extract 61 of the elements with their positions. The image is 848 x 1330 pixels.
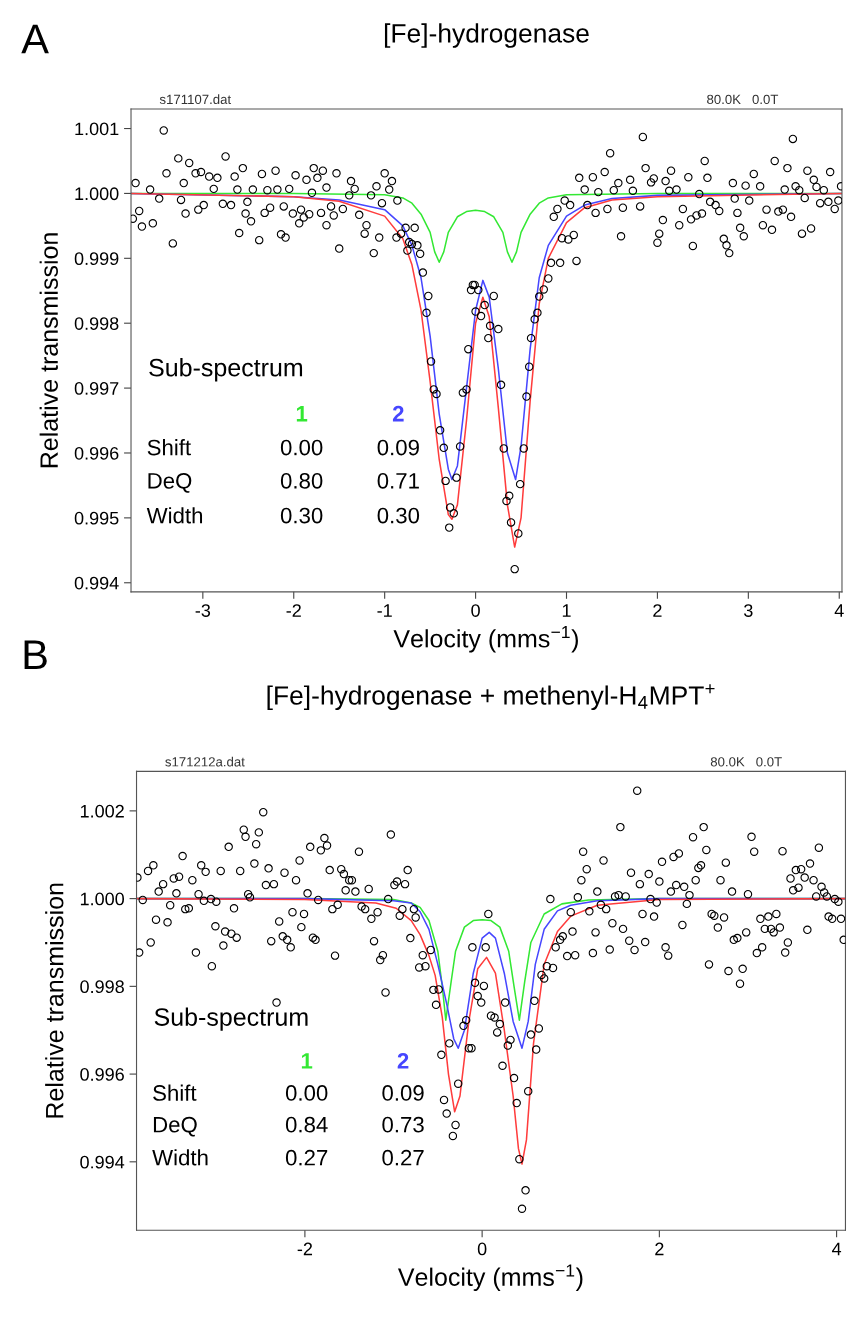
y-tick-label: 1.001	[75, 122, 119, 136]
x-tick-label: 2	[653, 604, 662, 617]
annotation: DeQ	[153, 1116, 197, 1137]
y-tick-label: 1.002	[80, 804, 124, 818]
y-tick-label: 1.000	[80, 892, 125, 906]
x-tick-label: 1	[562, 604, 571, 617]
x-tick-label: -3	[195, 604, 211, 617]
x-tick-label: 0	[477, 1242, 487, 1256]
x-tick-label: 2	[655, 1242, 664, 1256]
chart-title: [Fe]-hydrogenase + methenyl-H$_{4}$MPT$^{+}$	[267, 684, 715, 711]
y-tick-label: 0.995	[74, 511, 119, 525]
text: A	[21, 24, 49, 54]
x-tick-label: -2	[286, 604, 301, 617]
annotation: 0.00	[285, 1085, 328, 1101]
annotation: 0.71	[377, 472, 419, 489]
x-tick-label: 4	[831, 1242, 842, 1256]
annotation: DeQ	[148, 472, 192, 493]
annotation: 0.27	[382, 1149, 424, 1166]
annotation: Shift	[153, 1084, 197, 1101]
annotation: Sub-spectrum	[149, 358, 303, 382]
annotation: Width	[152, 1149, 208, 1166]
text: 2	[397, 1053, 409, 1069]
x-tick-label: 0	[471, 604, 480, 617]
annotation: Shift	[147, 439, 191, 456]
y-tick-label: 0.998	[80, 980, 124, 994]
y-tick-label: 0.999	[74, 252, 119, 266]
annotation: 0.84	[285, 1116, 328, 1133]
x-tick-label: -2	[297, 1242, 313, 1256]
x-axis-title: Velocity (mms$^{−1}$)	[397, 1264, 583, 1291]
annotation: 0.30	[377, 507, 420, 524]
annotation: 0.73	[382, 1116, 424, 1133]
annotation: Width	[146, 507, 203, 524]
y-tick-label: 0.996	[80, 1068, 124, 1081]
y-tick-label: 0.996	[74, 446, 119, 460]
x-tick-label: 4	[834, 604, 844, 617]
text: 80.0K 0.0T	[710, 757, 782, 767]
y-tick-label: 0.994	[80, 1155, 125, 1169]
x-tick-label: 3	[744, 604, 753, 617]
chart-title: [Fe]-hydrogenase	[384, 23, 589, 48]
text: 80.0K 0.0T	[707, 94, 779, 105]
y-tick-label: 1.000	[75, 187, 119, 201]
annotation: 0.09	[377, 439, 419, 456]
text: 1	[301, 1053, 313, 1069]
y-axis-title: Relative transmission	[39, 233, 58, 468]
y-axis-title: Relative transmission	[45, 883, 64, 1118]
x-axis-title: Velocity (mms$^{−1}$)	[393, 626, 578, 653]
annotation: 0.09	[382, 1085, 424, 1101]
annotation: 0.27	[285, 1149, 328, 1166]
y-tick-label: 0.994	[74, 576, 119, 590]
y-tick-label: 0.998	[74, 317, 119, 330]
annotation: Sub-spectrum	[154, 1007, 308, 1031]
annotation: 0.00	[280, 439, 323, 456]
text: 1	[296, 406, 308, 422]
text: s171212a.dat	[165, 756, 245, 767]
y-tick-label: 0.997	[74, 382, 119, 395]
text: B	[24, 640, 47, 670]
annotation: 0.80	[280, 472, 323, 489]
x-tick-label: -1	[377, 604, 392, 617]
annotation: 0.30	[280, 507, 323, 524]
series-label: 2	[392, 405, 404, 422]
text: s171107.dat	[159, 94, 232, 105]
